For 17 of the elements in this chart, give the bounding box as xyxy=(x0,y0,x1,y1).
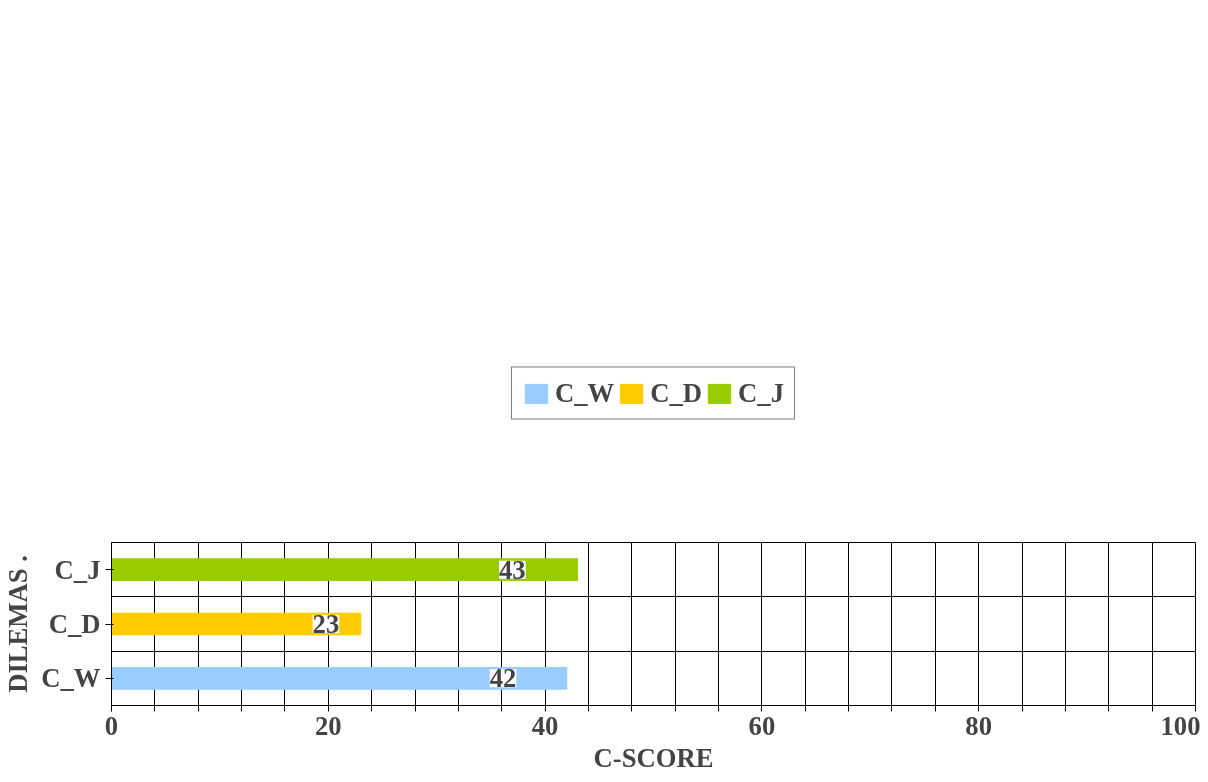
y-axis-title: DILEMAS . xyxy=(3,555,34,693)
x-tick-label: 40 xyxy=(531,710,559,741)
x-axis-title: C-SCORE xyxy=(593,742,714,773)
data-label: 42 xyxy=(489,663,517,694)
x-tick-label: 20 xyxy=(314,710,342,741)
x-tick-label: 80 xyxy=(965,710,993,741)
x-tick-label: 60 xyxy=(748,710,776,741)
data-label: 43 xyxy=(499,554,526,585)
y-tick-label: C_D xyxy=(48,609,101,639)
legend-label: C_W xyxy=(554,377,615,409)
x-tick-label: 0 xyxy=(104,710,119,741)
legend-label: C_D xyxy=(650,377,703,409)
data-label: 23 xyxy=(312,609,340,639)
x-tick-label: 100 xyxy=(1160,710,1201,741)
legend-label: C_J xyxy=(738,377,785,409)
y-tick-label: C_W xyxy=(41,663,101,694)
y-tick-label: C_J xyxy=(54,554,101,585)
